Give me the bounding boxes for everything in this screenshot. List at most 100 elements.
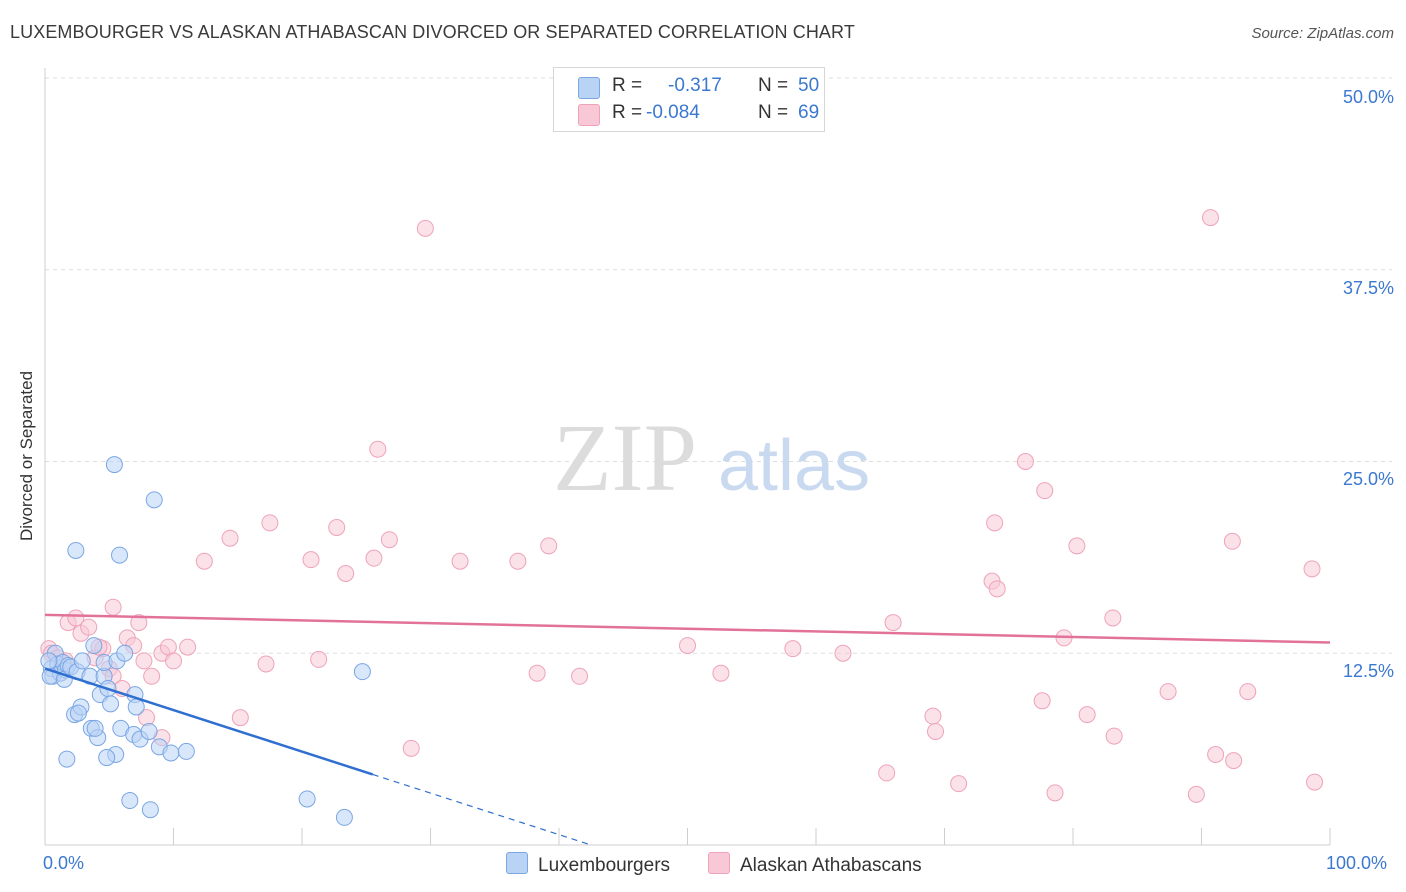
alaskan-athabascan-point xyxy=(988,580,1006,598)
alaskan-athabascan-point xyxy=(1201,209,1219,227)
alaskan-athabascan-point xyxy=(1068,537,1086,555)
luxembourger-point xyxy=(353,663,371,681)
luxembourger-point xyxy=(145,491,163,509)
alaskan-athabascan-point xyxy=(1207,745,1225,763)
y-tick-label: 37.5% xyxy=(1342,278,1394,298)
legend-luxembourgers-label: Luxembourgers xyxy=(538,855,671,876)
alaskan-athabascan-point xyxy=(143,667,161,685)
luxembourger-point xyxy=(111,546,129,564)
trend-lines xyxy=(44,613,1331,846)
legend-luxembourgers: Luxembourgers xyxy=(506,852,670,877)
alaskan-athabascan-point xyxy=(1033,692,1051,710)
luxembourger-point xyxy=(116,644,134,662)
source-note: Source: ZipAtlas.com xyxy=(1251,25,1394,42)
alaskan-athabascans-points xyxy=(40,209,1324,803)
alaskan-athabascan-point xyxy=(195,552,213,570)
x-tick-label: 100.0% xyxy=(1326,853,1388,873)
legend-alaskan-athabascans: Alaskan Athabascans xyxy=(708,852,922,877)
alaskan-athabascan-point xyxy=(571,667,589,685)
alaskan-athabascan-point xyxy=(451,552,469,570)
luxembourger-point xyxy=(67,541,85,559)
r-value: -0.084 xyxy=(646,102,700,123)
alaskan-athabascan-point xyxy=(1078,706,1096,724)
alaskan-athabascan-point xyxy=(1303,560,1321,578)
alaskan-athabascan-point xyxy=(179,638,197,656)
y-tick-label: 25.0% xyxy=(1342,469,1394,489)
luxembourgers-trend-line xyxy=(44,667,374,776)
alaskan-athabascan-point xyxy=(1046,784,1064,802)
r-label: R = xyxy=(612,102,643,123)
luxembourger-point xyxy=(58,750,76,768)
alaskan-athabascan-point xyxy=(509,552,527,570)
luxembourger-point xyxy=(102,695,120,713)
alaskan-athabascan-point xyxy=(302,551,320,569)
alaskan-athabascan-point xyxy=(924,707,942,725)
alaskan-athabascan-point xyxy=(1159,683,1177,701)
alaskan-athabascan-point xyxy=(540,537,558,555)
luxembourger-point xyxy=(73,652,91,670)
alaskan-athabascan-point xyxy=(528,664,546,682)
axes xyxy=(44,68,1331,846)
n-label: N = xyxy=(758,75,789,96)
luxembourger-point xyxy=(127,698,145,716)
luxembourger-point xyxy=(105,456,123,474)
luxembourger-point xyxy=(69,704,87,722)
alaskan-athabascan-point xyxy=(834,644,852,662)
luxembourger-point xyxy=(140,722,158,740)
n-value: 50 xyxy=(798,75,820,96)
alaskan-athabascan-point xyxy=(257,655,275,673)
legend-alaskan-athabascans-label: Alaskan Athabascans xyxy=(740,855,922,876)
alaskan-athabascan-point xyxy=(165,652,182,670)
alaskan-athabascan-point xyxy=(1225,752,1243,770)
alaskan-athabascan-point xyxy=(130,614,148,632)
luxembourgers-trend-extension xyxy=(372,773,592,846)
blue-swatch xyxy=(578,77,600,99)
alaskan-athabascan-point xyxy=(1239,683,1257,701)
r-label: R = xyxy=(612,75,643,96)
luxembourger-point xyxy=(141,801,159,819)
alaskan-athabascan-point xyxy=(712,664,730,682)
alaskan-athabascan-point xyxy=(1187,785,1205,803)
n-value: 69 xyxy=(798,102,820,123)
alaskan-athabascan-point xyxy=(135,652,153,670)
alaskan-athabascan-point xyxy=(369,440,387,458)
alaskan-athabascan-point xyxy=(310,650,328,668)
alaskan-athabascan-point xyxy=(784,640,802,658)
luxembourger-point xyxy=(162,744,180,762)
pink-swatch xyxy=(578,104,600,126)
chart-title: LUXEMBOURGER VS ALASKAN ATHABASCAN DIVOR… xyxy=(10,22,855,42)
alaskan-athabascan-point xyxy=(878,764,896,782)
alaskan-athabascan-point xyxy=(1104,609,1122,627)
alaskan-athabascan-point xyxy=(1016,453,1034,470)
alaskan-athabascan-point xyxy=(1105,727,1123,745)
pink-swatch xyxy=(708,852,730,874)
watermark: ZIP atlas xyxy=(553,404,870,511)
luxembourger-point xyxy=(177,742,195,760)
alaskan-athabascan-point xyxy=(365,549,383,567)
alaskan-athabascan-point xyxy=(1223,532,1241,550)
luxembourger-point xyxy=(86,719,104,737)
alaskan-athabascan-point xyxy=(104,598,122,616)
watermark-zip: ZIP xyxy=(553,404,697,511)
luxembourger-point xyxy=(298,790,316,808)
y-tick-label: 12.5% xyxy=(1342,661,1394,681)
x-tick-label: 0.0% xyxy=(43,853,85,873)
alaskan-athabascan-point xyxy=(927,722,945,740)
luxembourger-point xyxy=(98,749,116,767)
alaskan-athabascan-point xyxy=(261,514,279,532)
luxembourger-point xyxy=(85,637,103,655)
alaskan-athabascan-point xyxy=(380,531,398,549)
r-value: -0.317 xyxy=(668,75,722,96)
alaskan-athabascan-point xyxy=(986,514,1004,532)
grid xyxy=(45,77,1392,654)
alaskan-athabascan-point xyxy=(1306,773,1324,791)
alaskan-athabascan-point xyxy=(950,775,968,793)
alaskan-athabascan-point xyxy=(231,709,249,727)
blue-swatch xyxy=(506,852,528,874)
alaskan-athabascan-point xyxy=(884,614,902,632)
alaskan-athabascan-point xyxy=(679,637,696,655)
alaskan-athabascan-point xyxy=(67,609,85,627)
correlation-legend: R = -0.317 N = 50 R = -0.084 N = 69 xyxy=(553,67,825,132)
alaskan-athabascan-point xyxy=(337,564,355,582)
